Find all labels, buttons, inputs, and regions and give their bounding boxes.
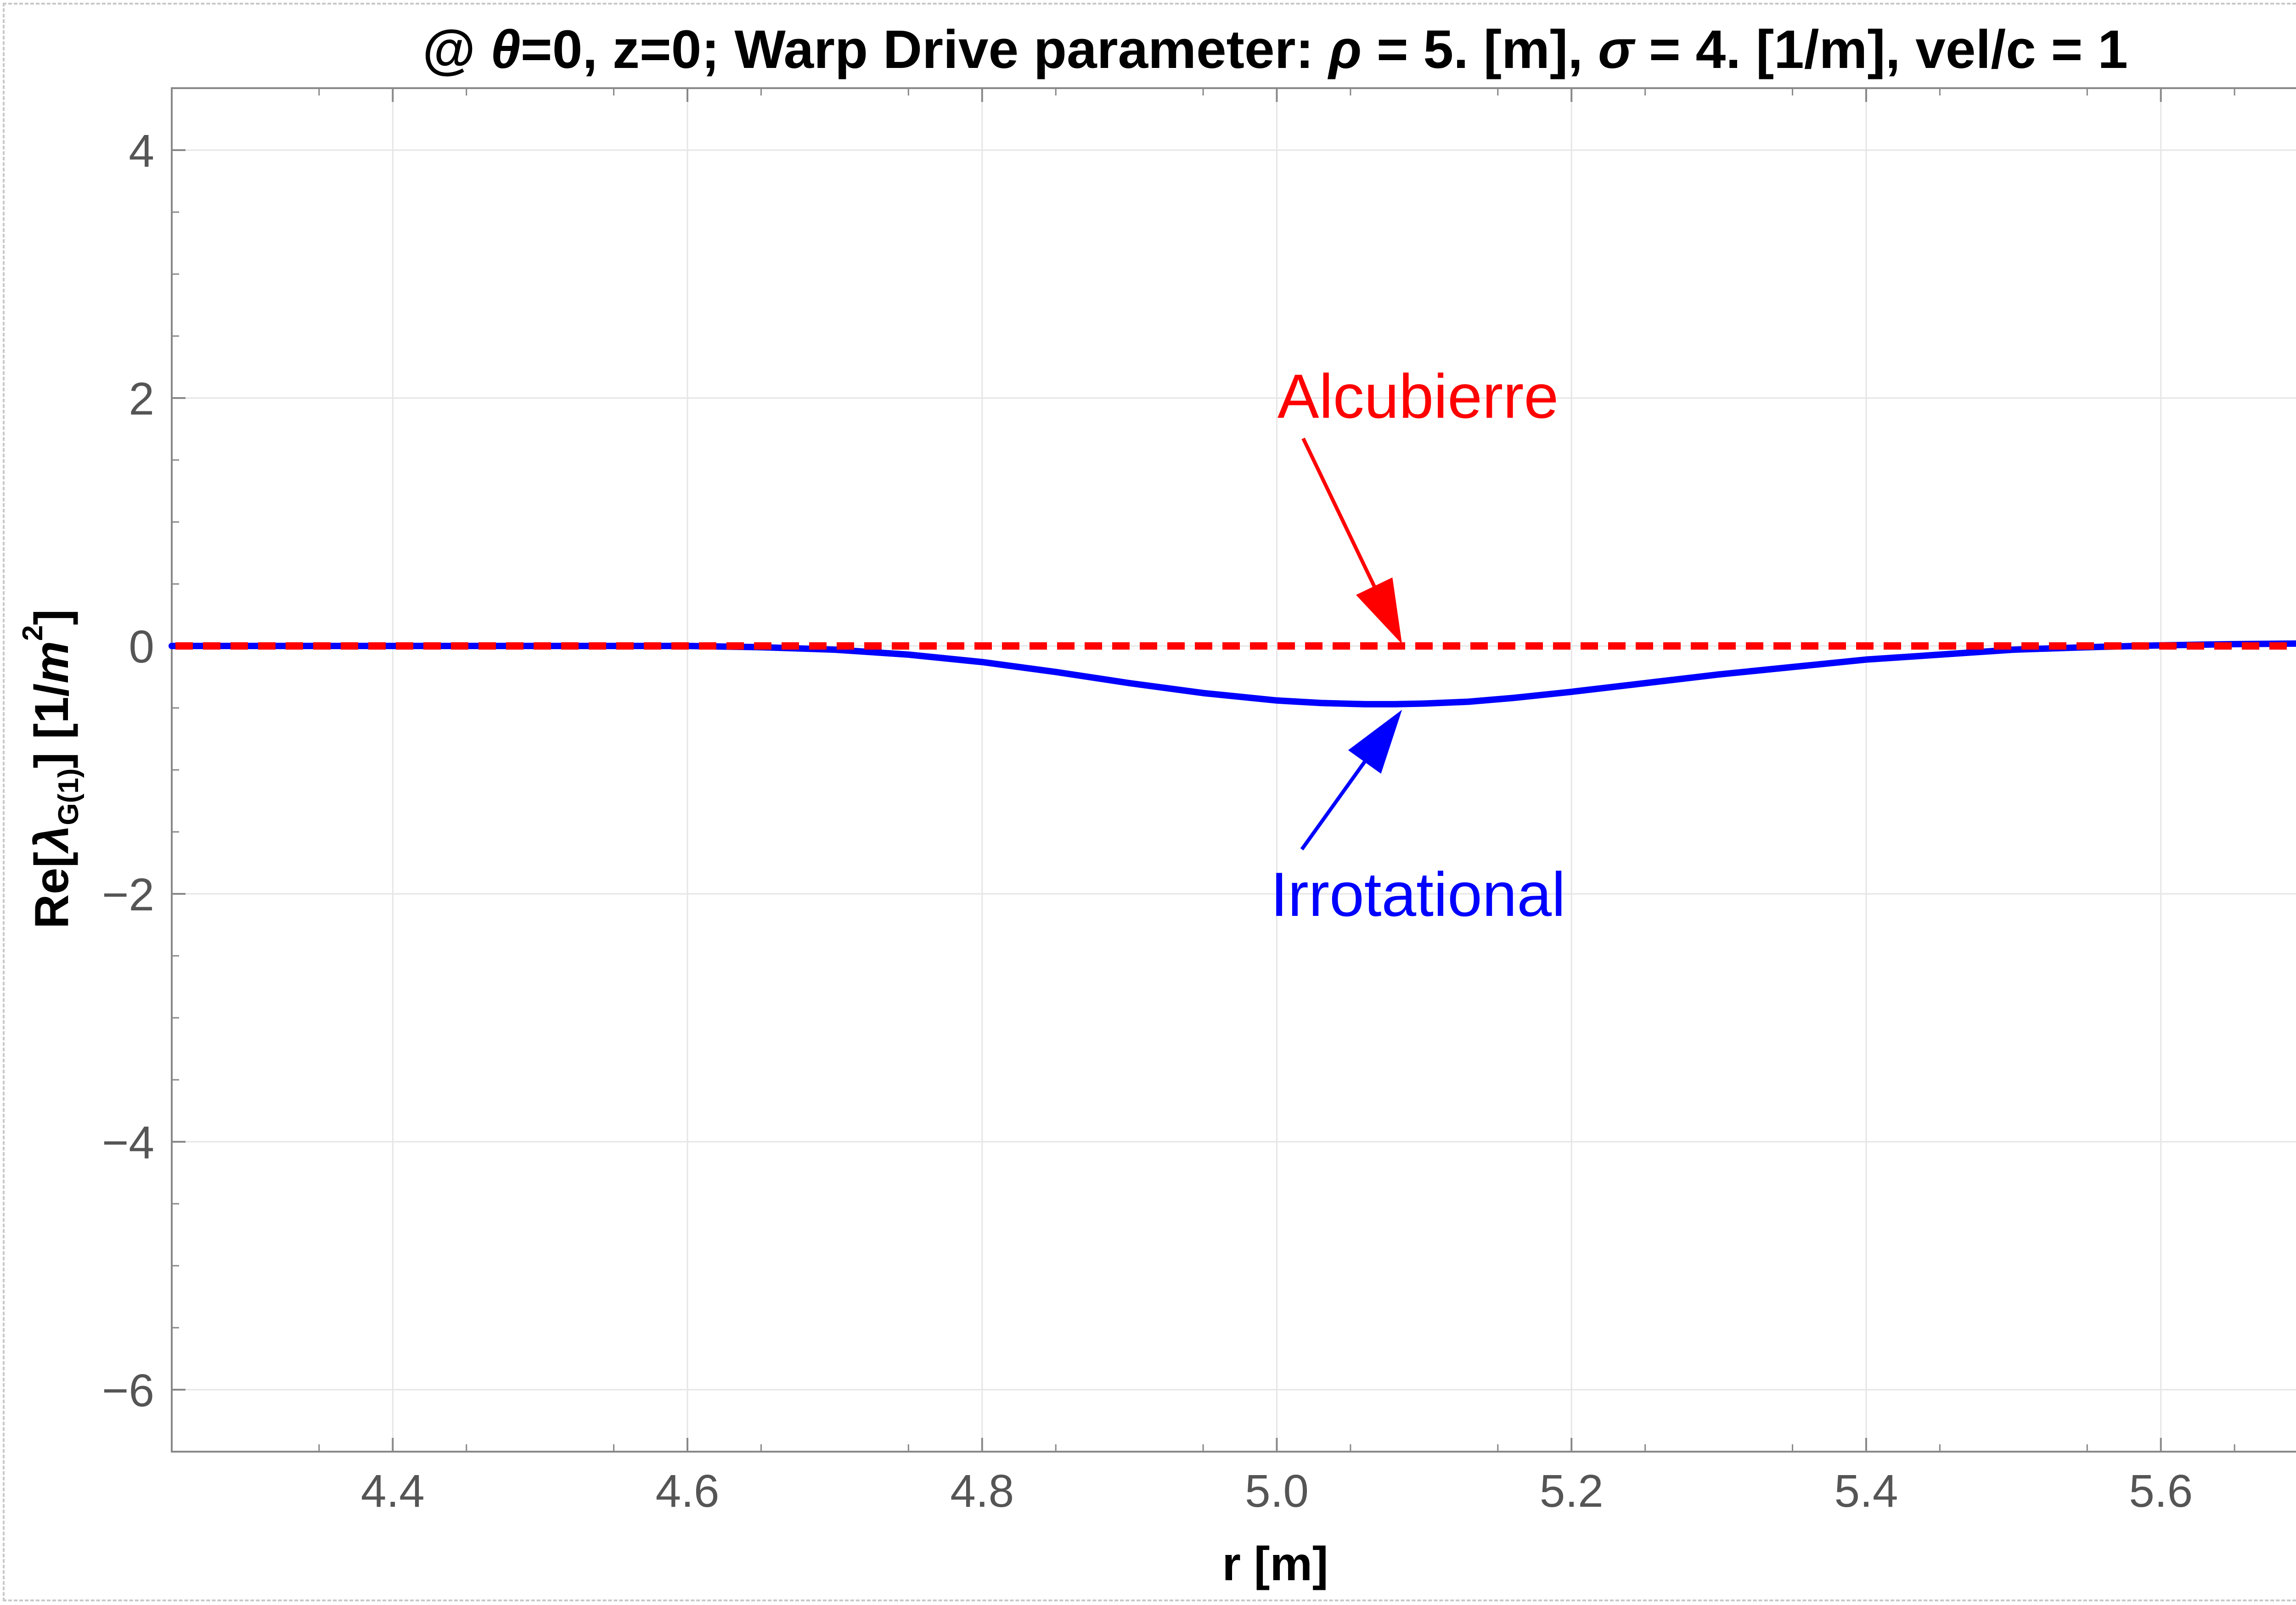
x-tick-label: 4.8 (950, 1465, 1014, 1517)
y-tick-label: −4 (102, 1117, 154, 1168)
x-axis-tick-labels: 4.4 4.6 4.8 5.0 5.2 5.4 5.6 (361, 1465, 2193, 1517)
y-tick-label: 2 (129, 373, 154, 425)
x-tick-label: 5.2 (1540, 1465, 1604, 1517)
chart-title: @ θ=0, z=0; Warp Drive parameter: ρ = 5.… (422, 19, 2128, 80)
x-tick-label: 5.4 (1834, 1465, 1898, 1517)
x-tick-label: 4.6 (656, 1465, 720, 1517)
annotations-group: Alcubierre Irrotational (1271, 361, 1566, 929)
x-tick-label: 4.4 (361, 1465, 425, 1517)
axis-ticks (171, 88, 2235, 1453)
x-tick-label: 5.0 (1245, 1465, 1309, 1517)
y-axis-title: Re[λG(1)] [1/m2] (17, 609, 84, 929)
annotation-irrotational-label: Irrotational (1271, 859, 1566, 929)
y-tick-label: −2 (102, 869, 154, 920)
grid-lines (172, 88, 2296, 1452)
y-tick-label: 4 (129, 125, 154, 177)
annotation-alcubierre-label: Alcubierre (1277, 361, 1559, 431)
x-axis-title: r [m] (1222, 1538, 1328, 1591)
series-line-irrotational (169, 640, 2296, 707)
plot-area-border (171, 87, 2296, 1453)
x-tick-label: 5.6 (2129, 1465, 2193, 1517)
annotation-alcubierre-arrow (1301, 438, 1402, 644)
plot-frame (3, 3, 2296, 1601)
series-group (169, 640, 2296, 707)
y-tick-label: −6 (102, 1365, 154, 1416)
y-tick-label: 0 (129, 621, 154, 673)
annotation-irrotational-arrow (1300, 709, 1402, 851)
y-axis-tick-labels: 4 2 0 −2 −4 −6 (102, 125, 154, 1416)
